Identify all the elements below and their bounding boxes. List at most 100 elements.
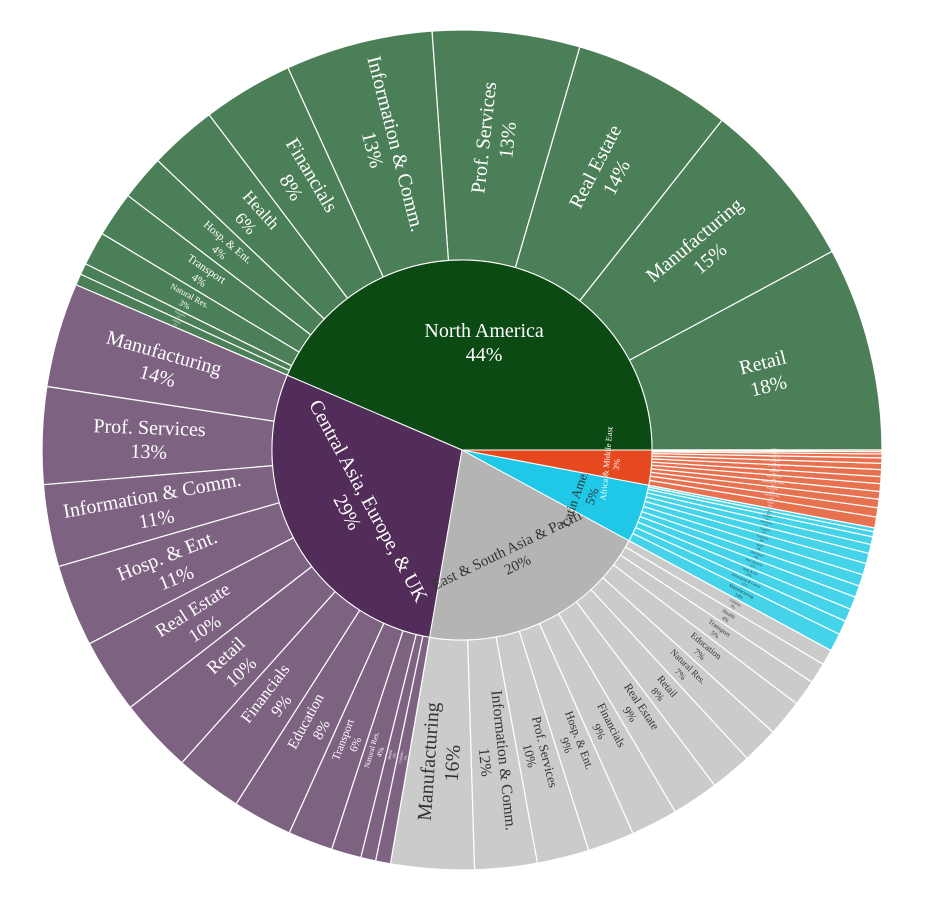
sector-label-line: 3% — [178, 297, 193, 311]
sector-label-line: Real Estate — [767, 487, 779, 492]
sector-label-line: Prof. Services — [767, 475, 781, 479]
sector-label-line: 12% — [769, 497, 774, 501]
sector-label-line: Utilities — [398, 750, 404, 763]
sector-label-line: 11% — [770, 490, 775, 494]
sector-label-line: Information & Comm. — [762, 480, 785, 485]
sector-label-line: 6% — [348, 736, 365, 754]
sector-label-line: 9% — [754, 555, 760, 560]
sector-label-line: Transport — [759, 527, 770, 533]
sector-label: Transport8% — [770, 459, 780, 465]
sector-label-line: 11% — [741, 581, 748, 587]
sector-label-line: Hosp. & Ent. — [742, 566, 759, 576]
region-slice[interactable] — [461, 449, 653, 486]
sector-label: Retail9% — [755, 543, 764, 552]
sector-label-line: 5% — [709, 630, 721, 641]
sector-label-line: 4% — [720, 615, 730, 624]
sector-label: Education6% — [762, 514, 774, 522]
sector-label: Prof. Services10% — [766, 475, 781, 482]
sector-label-line: 14% — [767, 504, 773, 508]
sector-label-line: Education — [763, 514, 774, 519]
sector-label: Utilities3% — [726, 598, 742, 612]
inner-ring: North America 44%Central Asia, Europe, & … — [271, 259, 653, 641]
sector-label-line: 3% — [730, 604, 737, 610]
sector-label-line: Retail — [767, 501, 774, 505]
sector-label-line: 9% — [759, 538, 764, 543]
sector-label-line: Natural Res. — [769, 455, 782, 458]
sector-label-line: 13% — [495, 121, 521, 160]
sector-label-line: 1% — [173, 323, 178, 328]
sector-label-line: 1% — [176, 315, 181, 320]
region-label-line: North America — [424, 320, 544, 342]
sector-label-line: Utilities — [771, 448, 779, 451]
sector-label-line: 4% — [766, 513, 770, 517]
sector-label: Utilities1% — [170, 319, 181, 328]
sector-label: Natural Res.7% — [769, 455, 782, 461]
sector-label-line: Utilities — [729, 598, 742, 608]
sector-label-line: 8% — [762, 531, 767, 535]
sector-label-line: Retail — [756, 543, 764, 549]
sector-label-line: 2% — [403, 755, 408, 761]
sector-label: Manufacturing12% — [764, 493, 780, 501]
sector-label: Hosp. & Ent.9% — [768, 464, 782, 471]
sector-label-line: Utilities — [172, 319, 181, 325]
sector-label-line: 10% — [520, 742, 540, 769]
sector-label-line: 3% — [773, 452, 776, 455]
sector-label-line: Financials — [769, 469, 779, 473]
sector-label-line: 16% — [441, 744, 466, 782]
sector-label-line: 10% — [745, 572, 752, 578]
sector-label-line: 6% — [765, 518, 769, 522]
sector-label: Utilities2% — [398, 750, 409, 764]
region-label-line: 3% — [611, 458, 622, 470]
sector-label-line: Manufacturing — [764, 493, 780, 498]
sector-label-line: Health — [765, 510, 773, 514]
sector-label-line: 8% — [773, 463, 776, 466]
region-label-line: 5% — [582, 485, 602, 507]
sector-label-line: Natural Res. — [760, 520, 773, 526]
sector-label-line: 2% — [392, 753, 397, 759]
sector-label-line: Prof. Services — [93, 415, 206, 441]
sector-label-line: 9% — [589, 722, 608, 742]
region-slice[interactable] — [286, 259, 653, 451]
region-slice[interactable] — [429, 449, 630, 641]
sector-label-line: 7% — [764, 524, 768, 528]
sector-label-line: 14% — [734, 592, 744, 600]
region-label-line: 44% — [466, 344, 503, 366]
sector-label: Prof. Services10% — [744, 557, 764, 571]
sector-label: Education1% — [173, 310, 187, 321]
sector-label: Retail14% — [767, 501, 775, 508]
region-slice[interactable] — [271, 374, 463, 638]
sector-label-line: 4% — [374, 746, 385, 758]
sector-label-line: Real Estate — [750, 550, 764, 558]
region-label: North America 44% — [424, 320, 544, 366]
sector-label-line: 2% — [773, 451, 776, 454]
sector-label: Real Estate11% — [766, 487, 779, 495]
sector-label: Prof. Services13% — [92, 415, 206, 465]
sector-label-line: Education — [174, 310, 186, 318]
sector-label-line: 10% — [749, 563, 756, 569]
sector-label: Natural Res.7% — [759, 520, 773, 529]
sector-slice[interactable] — [651, 449, 883, 453]
sector-label-line: 9% — [557, 736, 575, 755]
sector-label: Hosp. & Ent.10% — [740, 566, 759, 580]
sector-label-line: Financials — [756, 534, 769, 541]
sector-label: Financials9% — [769, 469, 780, 476]
sector-label-line: 5% — [773, 455, 776, 458]
sector-label: Health4% — [765, 510, 773, 517]
sector-label-line: 3% — [767, 510, 771, 514]
sector-label-line: 10% — [771, 478, 776, 481]
sector-label-line: 10% — [771, 484, 776, 487]
sector-label: Manufacturing16% — [414, 701, 468, 823]
sector-label-line: Prof. Services — [745, 557, 764, 568]
sector-label-line: 9% — [757, 546, 762, 551]
sector-label-line: Transport — [770, 459, 780, 462]
sector-label: Transport8% — [759, 527, 771, 536]
sector-label-line: 12% — [475, 747, 495, 777]
sector-label-line: 13% — [130, 441, 167, 464]
sector-label-line: Health — [387, 749, 393, 760]
sector-label-line: 7% — [773, 458, 776, 461]
sector-label: Information & Comm.10% — [762, 480, 785, 488]
sector-label: Health2% — [387, 749, 397, 761]
sector-label-line: 9% — [773, 468, 777, 471]
